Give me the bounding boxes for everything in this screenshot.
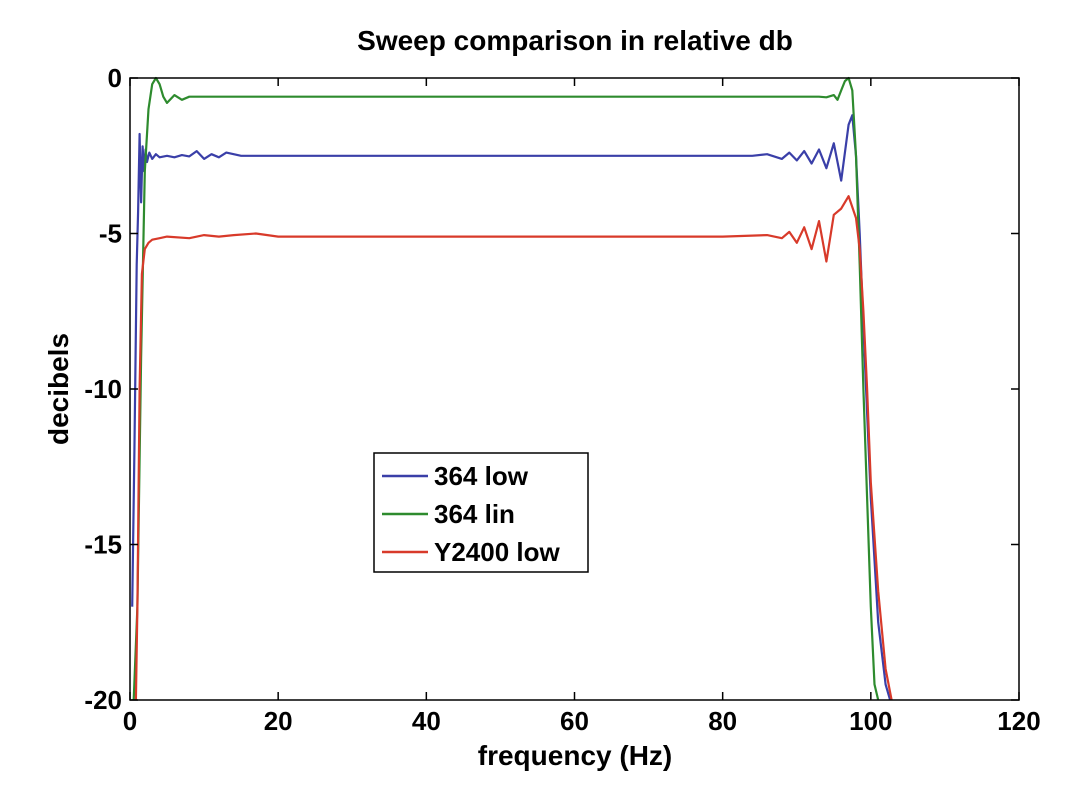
legend-label: 364 low <box>434 461 529 491</box>
legend: 364 low 364 lin Y2400 low <box>373 452 589 573</box>
y-tick-label: 0 <box>108 63 122 93</box>
legend-label: Y2400 low <box>434 537 561 567</box>
x-tick-label: 0 <box>123 706 137 736</box>
y-tick-label: -20 <box>84 685 122 715</box>
x-tick-label: 40 <box>412 706 441 736</box>
y-tick-label: -10 <box>84 374 122 404</box>
plot-area <box>130 78 1019 700</box>
x-tick-label: 100 <box>849 706 892 736</box>
y-axis-label: decibels <box>43 333 74 445</box>
x-tick-label: 20 <box>264 706 293 736</box>
x-tick-label: 60 <box>560 706 589 736</box>
y-tick-label: -5 <box>99 219 122 249</box>
series-line-2 <box>134 195 893 701</box>
plot-lines <box>131 76 893 701</box>
chart-title: Sweep comparison in relative db <box>357 25 793 56</box>
legend-label: 364 lin <box>434 499 515 529</box>
x-tick-label: 120 <box>997 706 1040 736</box>
plot-frame <box>129 77 1020 701</box>
y-tick-label: -15 <box>84 530 122 560</box>
axis-ticks: 0 20 40 60 80 100 120 0 -5 -10 -15 -20 <box>84 63 1040 736</box>
x-axis-label: frequency (Hz) <box>478 740 672 771</box>
x-tick-label: 80 <box>708 706 737 736</box>
series-line-1 <box>132 76 880 701</box>
